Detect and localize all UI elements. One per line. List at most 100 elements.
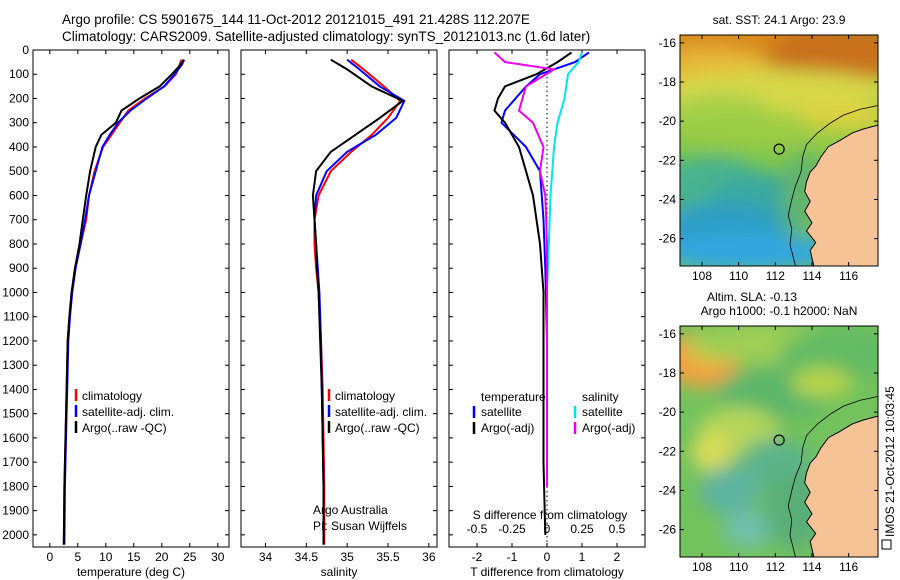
- x-tick-label: 110: [729, 560, 748, 574]
- top-tick-label: 0.25: [570, 522, 594, 536]
- land-mass: [804, 415, 878, 557]
- map-field-blobs: [680, 35, 878, 266]
- land-mass: [804, 124, 878, 266]
- legend-label: satellite: [481, 405, 522, 419]
- y-tick-label: -20: [659, 405, 677, 419]
- legend-label: satellite-adj. clim.: [82, 405, 174, 419]
- y-tick-label: 1000: [2, 285, 29, 299]
- y-tick-label: -26: [659, 523, 677, 537]
- series-line-satellite: [546, 52, 583, 293]
- x-axis-label: temperature (deg C): [77, 565, 185, 579]
- y-tick-label: 700: [9, 213, 29, 227]
- argo-position-marker: [773, 434, 785, 446]
- top-tick-label: 0: [544, 522, 551, 536]
- y-tick-label: -16: [659, 327, 677, 341]
- legend-label: Argo(..raw -QC): [335, 421, 420, 435]
- series-group: [62, 59, 186, 545]
- y-tick-label: -26: [659, 232, 677, 246]
- map-panel-1: 108 110 112 114 116 -16 -18 -20 -22 -24 -26: [659, 34, 879, 283]
- x-tick-label: 112: [766, 560, 785, 574]
- x-tick-label: 15: [127, 550, 141, 564]
- x-tick-label: 30: [211, 550, 225, 564]
- series-group: [493, 51, 590, 535]
- y-tick-label: 1200: [2, 334, 29, 348]
- legend-label: climatology: [335, 389, 395, 403]
- map-content: [680, 326, 878, 557]
- map-panel-2: 108 110 112 114 116 -16 -18 -20 -22 -24 -26: [659, 325, 879, 574]
- series-line-argo---raw--qc-: [62, 59, 185, 545]
- x-tick-label: 114: [802, 269, 821, 283]
- y-tick-label: -18: [659, 366, 677, 380]
- x-tick-label: 36: [422, 550, 436, 564]
- x-tick-label: 34: [259, 550, 273, 564]
- y-tick-label: 300: [9, 116, 29, 130]
- x-tick-label: 10: [99, 550, 113, 564]
- legend-label: Argo(..raw -QC): [82, 421, 167, 435]
- x-tick-label: 108: [692, 560, 712, 574]
- field-blob: [798, 107, 878, 128]
- y-tick-label: 600: [9, 188, 29, 202]
- x-tick-label: 116: [839, 269, 858, 283]
- y-tick-label: 1500: [2, 407, 29, 421]
- series-line-argo--adj-: [493, 51, 557, 487]
- map-frame: [679, 34, 879, 267]
- top-tick-label: -0.25: [498, 522, 526, 536]
- x-tick-label: 35.5: [376, 550, 400, 564]
- profile-panel-3: -2 -1 0 1 2T difference from climatology -0.5…: [448, 49, 646, 579]
- x-tick-label: 112: [766, 269, 785, 283]
- plot-frame: [32, 49, 230, 548]
- field-blob: [779, 328, 878, 379]
- y-tick-label: -24: [659, 192, 677, 206]
- y-tick-label: -22: [659, 153, 677, 167]
- x-tick-label: 2: [614, 550, 621, 564]
- sst-title: sat. SST: 24.1 Argo: 23.9: [713, 13, 846, 27]
- series-line-argo---raw--qc-: [311, 58, 405, 545]
- y-tick-label: 1700: [2, 455, 29, 469]
- y-tick-label: 200: [9, 91, 29, 105]
- map-frame: [679, 325, 879, 558]
- legend-label: satellite-adj. clim.: [335, 405, 427, 419]
- top-tick-label: -0.5: [467, 522, 488, 536]
- map-field-blobs: [680, 326, 878, 551]
- y-tick-label: 900: [9, 261, 29, 275]
- field-blob: [722, 511, 773, 548]
- y-tick-label: 0: [22, 43, 29, 57]
- y-tick-label: 100: [9, 67, 29, 81]
- argo-position-marker: [773, 143, 785, 155]
- field-blob: [791, 367, 852, 398]
- x-tick-label: 20: [155, 550, 169, 564]
- sla-title: Altim. SLA: -0.13: [707, 290, 797, 304]
- x-tick-label: 35: [340, 550, 354, 564]
- legend-label: Argo(-adj): [582, 421, 635, 435]
- profile-title: Argo profile: CS 5901675_144 11-Oct-2012…: [62, 12, 530, 27]
- x-axis-label: salinity: [321, 565, 358, 579]
- y-tick-label: 1800: [2, 479, 29, 493]
- plot-frame: [240, 49, 438, 548]
- x-tick-label: 34.5: [295, 550, 319, 564]
- profile-panel-2: 34 34.5 35 35.5 36 salinity climatology satelli…: [240, 49, 438, 579]
- sla-subtitle: Argo h1000: -0.1 h2000: NaN: [701, 304, 858, 318]
- y-tick-label: 800: [9, 237, 29, 251]
- map-titles: sat. SST: 24.1 Argo: 23.9 Altim. SLA: -0.…: [701, 13, 858, 318]
- x-tick-label: 1: [579, 550, 586, 564]
- y-tick-label: 1400: [2, 382, 29, 396]
- y-tick-label: -24: [659, 483, 677, 497]
- y-tick-label: -22: [659, 444, 677, 458]
- top-tick-label: 0.5: [609, 522, 626, 536]
- x-tick-label: 25: [183, 550, 197, 564]
- x-tick-label: 0: [544, 550, 551, 564]
- y-tick-label: 2000: [2, 528, 29, 542]
- y-tick-label: -16: [659, 36, 677, 50]
- field-blob: [699, 465, 760, 516]
- y-tick-label: 1300: [2, 358, 29, 372]
- x-tick-label: 0: [46, 550, 53, 564]
- x-axis-label: T difference from climatology: [470, 565, 624, 579]
- y-tick-label: 400: [9, 140, 29, 154]
- profile-panel-1: 0100200300400500600700800900100011001200…: [2, 43, 230, 579]
- y-tick-label: 1100: [3, 310, 29, 324]
- y-tick-label: 500: [9, 164, 29, 178]
- series-group: [311, 58, 406, 545]
- bathymetry-contour: [787, 105, 878, 266]
- legend-heading: salinity: [582, 390, 619, 404]
- imos-logo: [881, 539, 892, 550]
